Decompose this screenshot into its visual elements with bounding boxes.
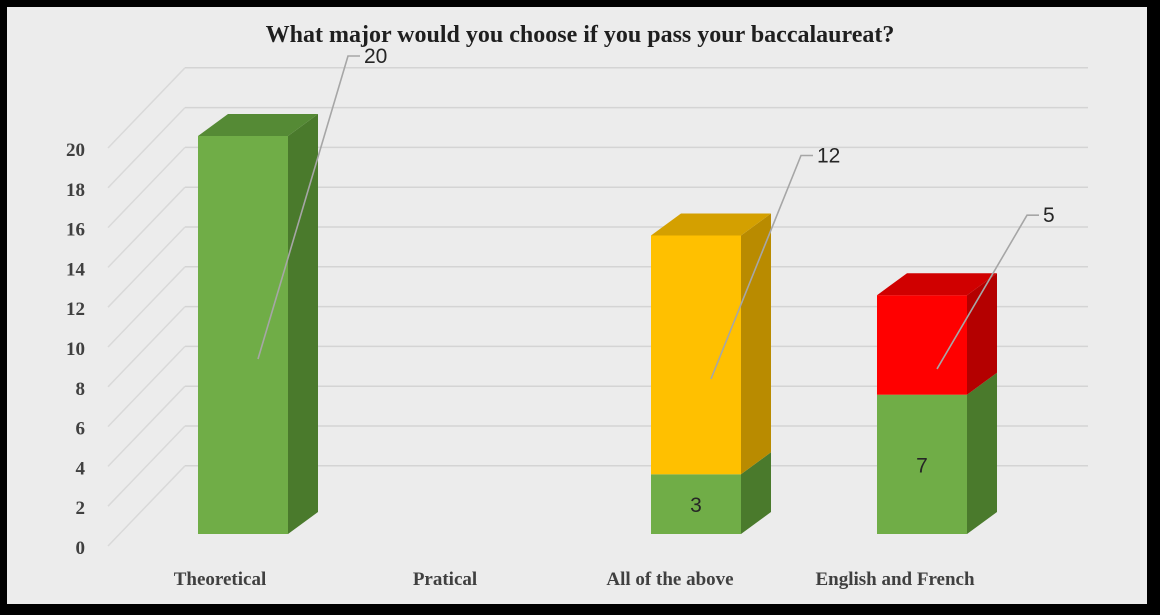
gridline-diagonal	[107, 385, 186, 467]
bar-side	[741, 213, 771, 475]
y-tick-label: 18	[66, 180, 85, 201]
gridline-diagonal	[107, 465, 186, 547]
data-label: 3	[690, 494, 702, 517]
data-label: 20	[364, 45, 387, 68]
bar-front	[198, 136, 288, 534]
y-tick-label: 0	[76, 538, 86, 559]
y-tick-label: 16	[66, 220, 85, 241]
bar-front	[877, 295, 967, 395]
data-label-leader	[710, 154, 813, 380]
chart-title: What major would you choose if you pass …	[265, 22, 895, 48]
gridline-diagonal	[107, 345, 186, 428]
data-label-leader	[936, 214, 1039, 370]
y-tick-label: 12	[66, 299, 85, 320]
gridline-diagonal	[107, 306, 186, 388]
x-tick-label: Pratical	[413, 569, 477, 590]
bar-side	[741, 452, 771, 534]
bar-front	[651, 474, 741, 534]
x-tick-label: Theoretical	[174, 569, 267, 590]
bar-top	[651, 213, 771, 236]
bar-front	[651, 235, 741, 475]
data-label: 5	[1043, 204, 1055, 227]
gridline-diagonal	[107, 266, 186, 348]
gridline-diagonal	[107, 107, 186, 189]
bar-front	[877, 394, 967, 534]
y-tick-label: 20	[66, 140, 85, 161]
x-tick-label: All of the above	[606, 569, 733, 590]
y-tick-label: 6	[76, 419, 86, 440]
gridline-diagonal	[107, 186, 186, 268]
gridline-diagonal	[107, 67, 186, 149]
bar-side	[967, 372, 997, 534]
data-label-leader	[257, 55, 360, 360]
bar-side	[288, 114, 318, 534]
gridline-diagonal	[107, 146, 186, 229]
y-tick-label: 8	[76, 379, 86, 400]
y-tick-label: 10	[66, 339, 85, 360]
gridline-diagonal	[107, 226, 186, 308]
x-tick-label: English and French	[815, 569, 975, 590]
bar-top	[877, 273, 997, 296]
data-label: 7	[916, 454, 928, 477]
gridline-diagonal	[107, 425, 186, 507]
y-tick-label: 4	[76, 458, 86, 479]
y-tick-label: 2	[76, 498, 86, 519]
y-tick-label: 14	[66, 259, 86, 280]
data-label: 12	[817, 145, 840, 168]
bar-top	[198, 114, 318, 136]
